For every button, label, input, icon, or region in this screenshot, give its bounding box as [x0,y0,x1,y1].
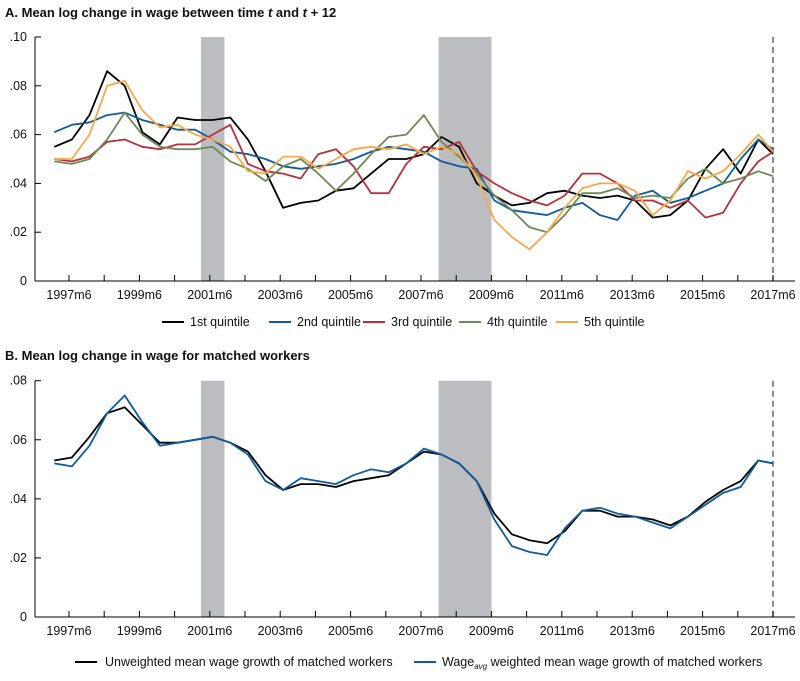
panel-b-recession-shade [438,380,492,617]
panel-b-x-tick-label: 2017m6 [750,624,795,638]
panel-a-x-tick-label: 2011m6 [540,288,584,302]
panel-b-y-tick-label: 0 [20,610,27,624]
panel-b-recession-shade [201,380,225,617]
panel-a-series-line-5 [54,80,774,251]
panel-b-x-tick-label: 2005m6 [328,624,373,638]
legend-label-quintile-2: 2nd quintile [297,315,361,329]
panel-b-x-tick-label: 1999m6 [117,624,162,638]
panel-a-x-tick-label: 2005m6 [328,288,373,302]
panel-b-y-tick-label: .02 [10,551,27,565]
panel-a-title: A. Mean log change in wage between time … [5,5,336,20]
panel-b-series-line-1 [54,406,774,545]
panel-a-y-tick-label: .02 [10,225,27,239]
panel-a-x-tick-label: 2003m6 [258,288,303,302]
panel-a-legend: 1st quintile 2nd quintile 3rd quintile 4th … [162,315,645,329]
panel-b-x-tick-label: 2001m6 [187,624,232,638]
panel-a-series-line-1 [53,70,774,219]
panel-a-series-line-3 [54,123,774,219]
panel-b-x-tick-label: 2003m6 [258,624,303,638]
panel-a-y-tick-label: .06 [10,128,27,142]
legend-label-weighted: Wageavg weighted mean wage growth of mat… [442,655,762,671]
panel-b-y-tick-label: .04 [10,492,27,506]
panel-b-x-tick-label: 2007m6 [398,624,443,638]
panel-a-x-tick-label: 1999m6 [117,288,162,302]
panel-a-x-tick-label: 2007m6 [398,288,443,302]
panel-a-y-tick-label: .04 [10,176,27,190]
panel-b-y-tick-label: .06 [10,433,27,447]
panel-a-x-tick-label: 2009m6 [469,288,514,302]
panel-b-plot: 0 .02 .04 .06 .08 1997m6 1999m6 2001m6 2003m6 200… [10,374,796,638]
panel-b-x-tick-label: 2013m6 [610,624,655,638]
panel-a-series-line-4 [54,111,774,234]
panel-b-x-tick-label: 2009m6 [469,624,514,638]
panel-b-x-tick-label: 2015m6 [680,624,725,638]
legend-label-quintile-5: 5th quintile [584,315,645,329]
panel-a-plot: 0 .02 .04 .06 .08 .10 1997m6 1999m6 2001m6 2003m6… [10,30,796,302]
legend-label-quintile-4: 4th quintile [487,315,548,329]
panel-a-x-tick-label: 1997m6 [46,288,91,302]
panel-b-y-tick-label: .08 [10,374,27,388]
panel-b-series-line-2 [54,394,774,556]
panel-a-y-tick-label: .10 [10,30,27,44]
panel-b-x-tick-label: 1997m6 [46,624,91,638]
panel-a-x-tick-label: 2015m6 [680,288,725,302]
legend-label-quintile-3: 3rd quintile [391,315,452,329]
panel-a-x-tick-label: 2017m6 [750,288,795,302]
panel-b-legend: Unweighted mean wage growth of matched w… [75,655,762,671]
panel-b-x-tick-label: 2011m6 [540,624,584,638]
legend-label-quintile-1: 1st quintile [190,315,250,329]
panel-a-recession-shade [201,37,225,281]
panel-a-series-line-2 [53,111,774,221]
panel-a-y-tick-label: .08 [10,79,27,93]
panel-b-title: B. Mean log change in wage for matched w… [5,348,310,363]
panel-a-x-tick-label: 2013m6 [610,288,655,302]
legend-label-unweighted: Unweighted mean wage growth of matched w… [105,655,393,669]
panel-a-y-tick-label: 0 [20,274,27,288]
panel-a-x-tick-label: 2001m6 [187,288,232,302]
